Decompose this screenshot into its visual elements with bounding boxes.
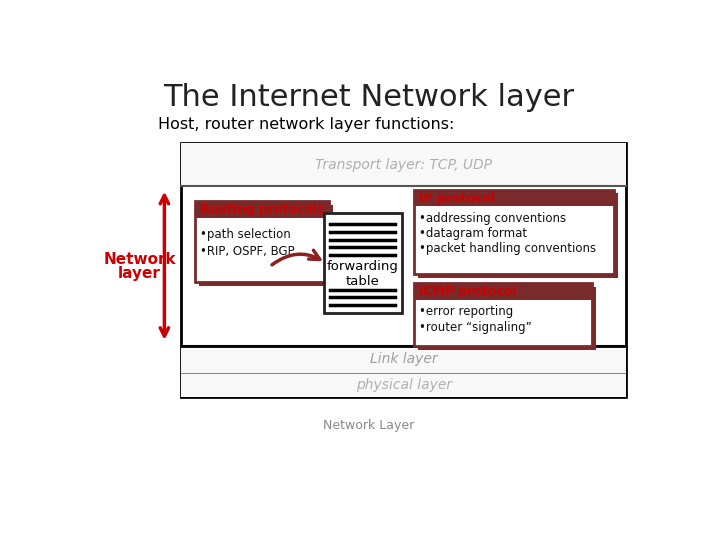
- Text: physical layer: physical layer: [356, 378, 452, 392]
- Text: ICMP protocol: ICMP protocol: [418, 285, 516, 298]
- Text: layer: layer: [118, 266, 161, 281]
- FancyBboxPatch shape: [418, 287, 596, 350]
- Text: •packet handling conventions: •packet handling conventions: [418, 241, 595, 254]
- Text: forwarding
table: forwarding table: [327, 260, 399, 288]
- FancyBboxPatch shape: [181, 143, 626, 397]
- FancyBboxPatch shape: [414, 190, 614, 206]
- Text: Network: Network: [103, 252, 176, 267]
- Text: Host, router network layer functions:: Host, router network layer functions:: [158, 117, 454, 132]
- Text: The Internet Network layer: The Internet Network layer: [163, 83, 575, 112]
- FancyBboxPatch shape: [324, 213, 402, 313]
- Text: Transport layer: TCP, UDP: Transport layer: TCP, UDP: [315, 158, 492, 172]
- Text: •router “signaling”: •router “signaling”: [418, 321, 531, 334]
- FancyBboxPatch shape: [181, 346, 626, 373]
- Text: •RIP, OSPF, BGP: •RIP, OSPF, BGP: [200, 245, 294, 259]
- Text: Routing protocols: Routing protocols: [200, 203, 325, 216]
- Text: •path selection: •path selection: [200, 228, 291, 241]
- Text: Link layer: Link layer: [370, 352, 438, 366]
- FancyBboxPatch shape: [418, 193, 618, 278]
- Text: •error reporting: •error reporting: [418, 306, 513, 319]
- FancyBboxPatch shape: [195, 201, 329, 218]
- FancyBboxPatch shape: [199, 205, 333, 286]
- FancyBboxPatch shape: [414, 283, 593, 300]
- Text: •addressing conventions: •addressing conventions: [418, 212, 566, 225]
- Text: Network Layer: Network Layer: [323, 418, 415, 431]
- Text: •datagram format: •datagram format: [418, 227, 527, 240]
- FancyBboxPatch shape: [414, 283, 593, 346]
- FancyBboxPatch shape: [414, 190, 614, 274]
- FancyBboxPatch shape: [195, 201, 329, 282]
- Text: IP protocol: IP protocol: [418, 192, 495, 205]
- FancyBboxPatch shape: [181, 143, 626, 186]
- FancyBboxPatch shape: [181, 373, 626, 397]
